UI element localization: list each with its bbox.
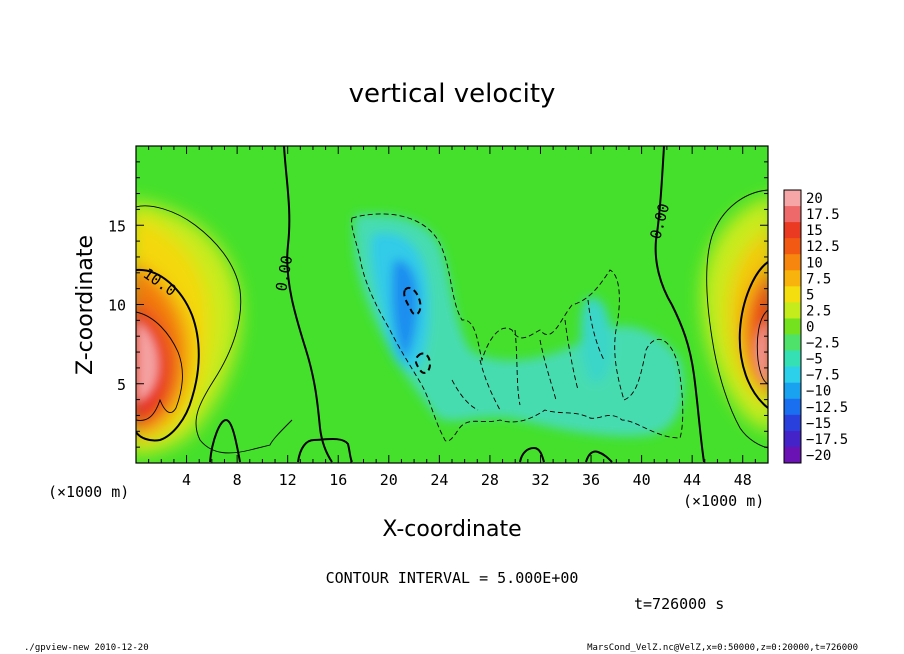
colorbar-label: 2.5 [806,303,831,319]
colorbar-swatch [784,254,801,271]
colorbar-swatch [784,238,801,255]
colorbar-swatch [784,286,801,303]
downdraft-cyan [353,214,684,437]
colorbar-label: 7.5 [806,271,831,287]
colorbar-label: 12.5 [806,239,840,255]
colorbar-label: −20 [806,448,831,464]
contour-zero-bump4 [585,450,613,463]
heatmap-field [136,146,768,463]
colorbar-label: 0 [806,320,814,336]
y-tick-label: 10 [108,297,126,315]
contour-positive-15-right [756,309,768,385]
colorbar-label: 15 [806,223,823,239]
downdraft-blue [392,259,418,360]
colorbar-swatch [784,414,801,432]
colorbar-label: 10 [806,255,823,271]
colorbar-swatch [784,206,801,223]
right-cyan-patch [580,297,613,383]
time-text: t=726000 s [634,595,724,613]
x-tick-label: 48 [734,471,752,489]
contour-negative-10-b [414,352,432,374]
colorbar-label: 17.5 [806,207,840,223]
contour-positive-5-right [706,189,768,449]
x-tick-label: 24 [430,471,448,489]
colorbar-swatch [784,222,801,239]
contour-zero-bump1 [209,418,241,463]
colorbar-label: −15 [806,416,831,432]
y-tick-label: 15 [108,217,126,235]
x-tick-label: 32 [531,471,549,489]
x-tick-label: 40 [633,471,651,489]
axis-ticks [136,146,768,463]
colorbar-swatch [784,334,801,352]
x-tick-label: 20 [380,471,398,489]
colorbar-swatch [784,190,801,207]
colorbar-label: −12.5 [806,400,848,416]
x-axis-title: X-coordinate [382,517,521,542]
colorbar: 2017.51512.5107.552.50−2.5−5−7.5−10−12.5… [783,189,848,464]
footer-left: ./gpview-new 2010-12-20 [24,643,149,653]
contours [136,146,768,463]
x-tick-label: 8 [233,471,242,489]
colorbar-swatch [784,382,801,400]
contour-zero-right [654,146,705,463]
colorbar-label: −2.5 [806,336,840,352]
contour-positive-10-left [136,268,200,442]
y-tick-label: 5 [117,376,126,394]
contour-negative-5-streaks [451,299,605,411]
x-tick-label: 16 [329,471,347,489]
x-tick-label: 44 [683,471,701,489]
contour-zero-bump2 [297,438,353,463]
x-tick-label: 28 [481,471,499,489]
contour-zero-bump3 [519,446,545,463]
y-axis-title: Z-coordinate [73,235,98,375]
x-unit-left: (×1000 m) [48,483,129,501]
colorbar-label: 5 [806,287,814,303]
x-tick-label: 36 [582,471,600,489]
colorbar-swatch [784,430,801,448]
colorbar-label: 20 [806,191,823,207]
colorbar-label: −5 [806,352,823,368]
colorbar-swatch [784,350,801,368]
contour-positive-15-left [136,311,183,421]
colorbar-swatch [784,398,801,416]
contour-label-zero-left: 0.00 [272,254,296,293]
colorbar-frame [783,189,802,464]
colorbar-swatch [784,302,801,319]
contour-negative-10-a [403,286,422,316]
colorbar-swatch [784,270,801,287]
x-unit-right: (×1000 m) [683,492,764,510]
chart-title: vertical velocity [349,79,556,109]
colorbar-swatch [784,366,801,384]
contour-positive-10-right [738,261,768,409]
footer-right: MarsCond_VelZ.nc@VelZ,x=0:50000,z=0:2000… [587,643,858,653]
contour-negative-5-main [351,213,684,442]
colorbar-label: −10 [806,384,831,400]
contour-zero-left [283,146,333,463]
x-tick-label: 12 [279,471,297,489]
x-tick-label: 4 [182,471,191,489]
colorbar-swatch [784,318,801,336]
colorbar-swatch [784,446,801,464]
contour-interval-text: CONTOUR INTERVAL = 5.000E+00 [326,569,579,587]
colorbar-label: −17.5 [806,432,848,448]
left-plume-pink [136,320,160,404]
colorbar-label: −7.5 [806,368,840,384]
contour-positive-5-left [136,205,293,454]
